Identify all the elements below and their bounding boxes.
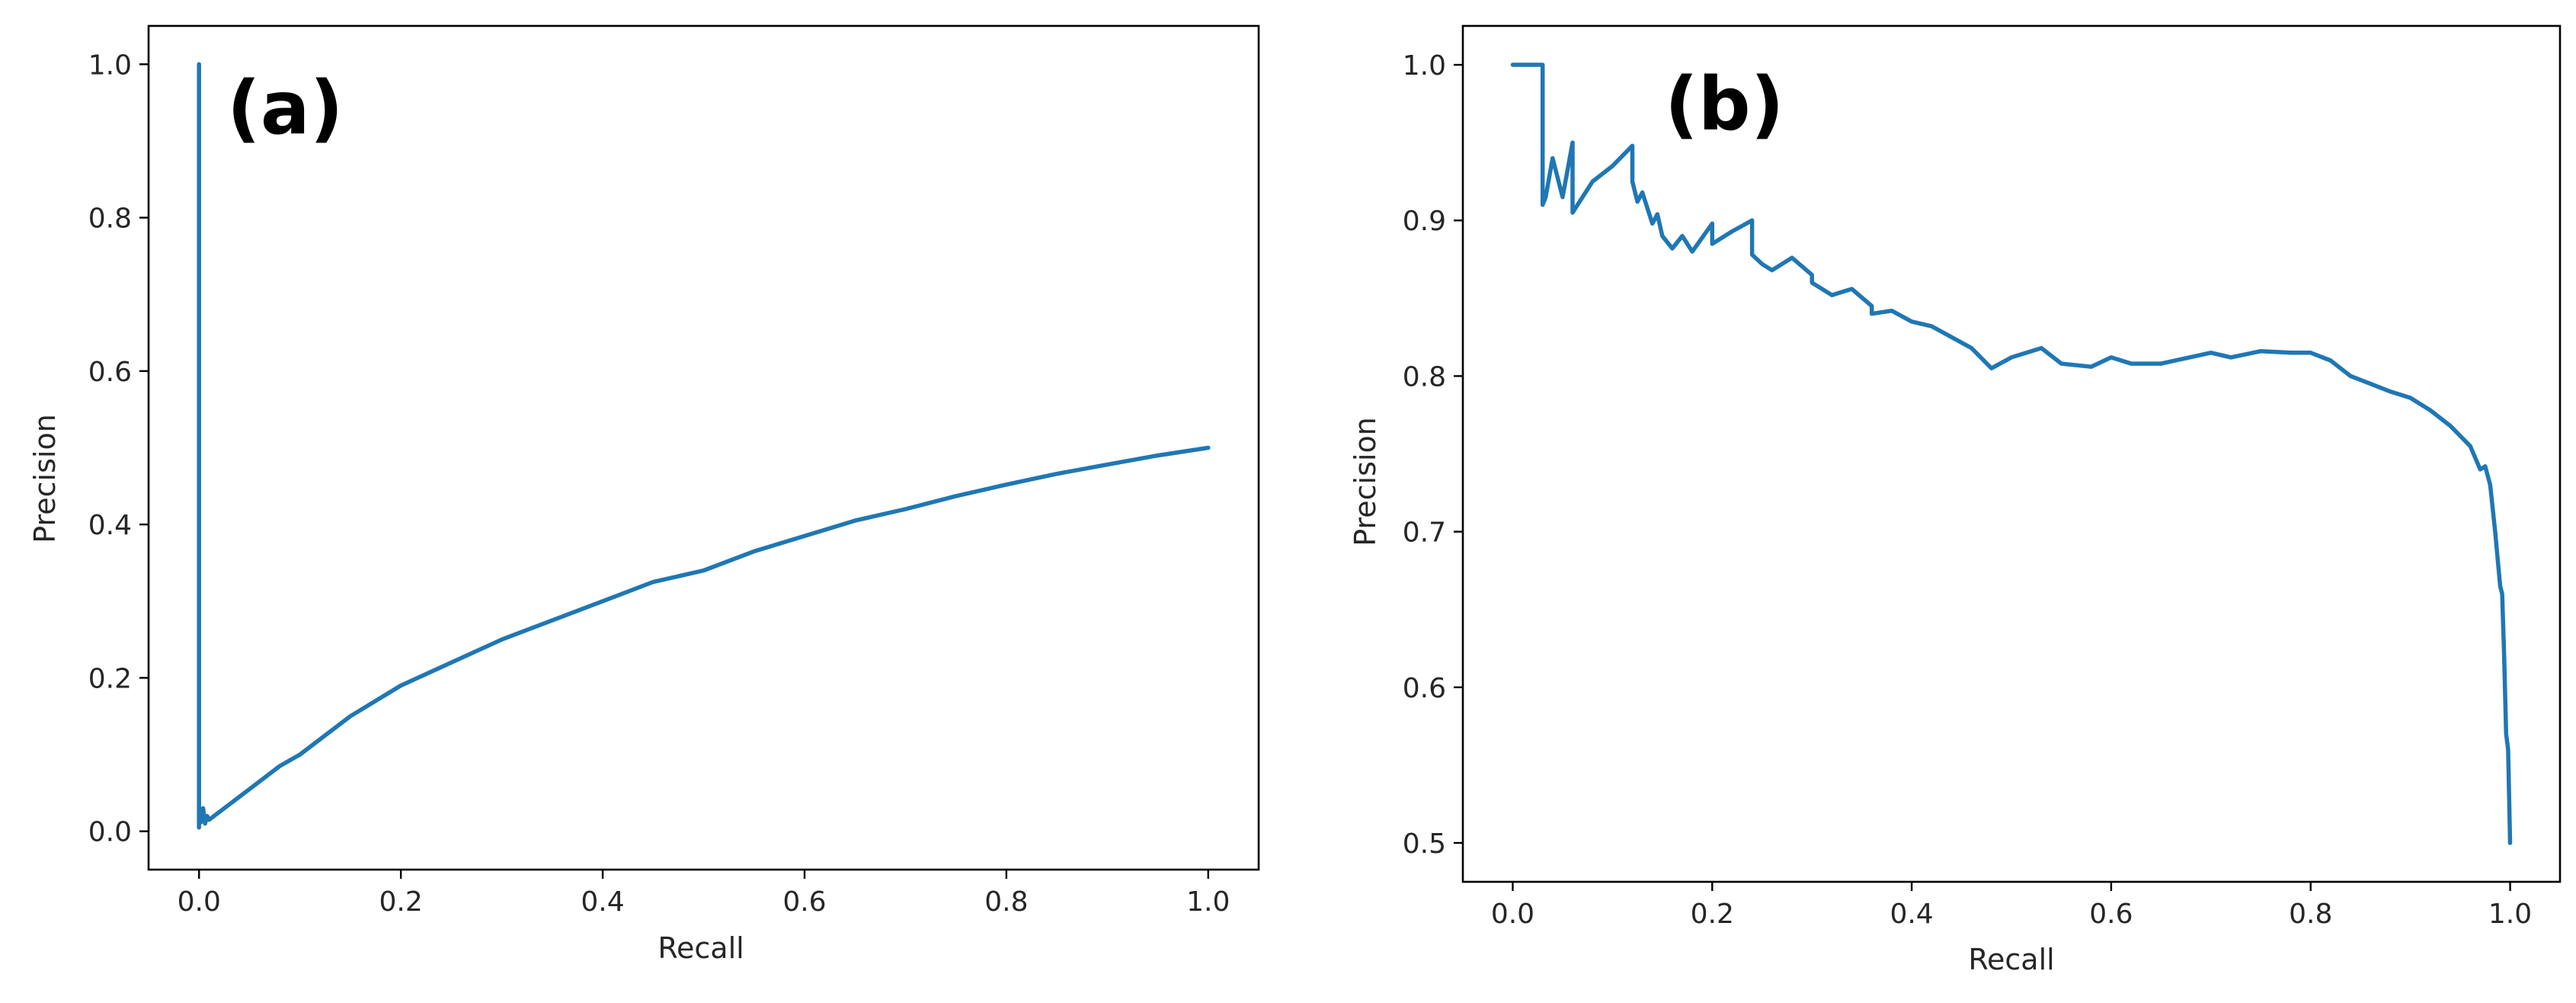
panel-b-x-tick-label-2: 0.4 bbox=[1890, 899, 1933, 930]
panel-a-x-axis-label: Recall bbox=[658, 931, 744, 965]
panel-a-y-axis-label: Precision bbox=[28, 414, 62, 543]
panel-b-x-tick-label-0: 0.0 bbox=[1491, 899, 1534, 930]
panel-a-y-tick-label-5: 1.0 bbox=[88, 50, 132, 81]
panel-b-label: (b) bbox=[1665, 62, 1784, 147]
panel-a-series-line-0 bbox=[197, 62, 1211, 830]
panel-a-chart: (a) Recall Precision 0.0 0.2 0.4 0.6 0.8 1.0 0… bbox=[28, 24, 1260, 965]
panel-b-x-axis-label: Recall bbox=[1968, 943, 2054, 976]
panel-a-x-tick-label-5: 1.0 bbox=[1186, 886, 1230, 918]
panel-a-label: (a) bbox=[227, 66, 344, 151]
panel-a-y-tick-label-0: 0.0 bbox=[88, 817, 132, 848]
panel-a-x-tick-label-2: 0.4 bbox=[581, 886, 624, 918]
panel-a-x-tick-label-1: 0.2 bbox=[379, 886, 423, 918]
panel-a-x-tick-label-3: 0.6 bbox=[782, 886, 826, 918]
panel-a-y-tick-label-1: 0.2 bbox=[88, 663, 132, 694]
panel-b-x-tick-label-4: 0.8 bbox=[2289, 899, 2332, 930]
panel-b-x-tick-label-1: 0.2 bbox=[1691, 899, 1734, 930]
panel-b-y-axis-label: Precision bbox=[1349, 417, 1382, 546]
panel-a-y-tick-label-2: 0.4 bbox=[88, 510, 132, 541]
panel-b-y-tick-label-0: 0.5 bbox=[1403, 828, 1446, 860]
panel-b-chart: (b) Recall Precision 0.0 0.2 0.4 0.6 0.8 1.0 0… bbox=[1349, 24, 2562, 976]
panel-a-x-tick-label-0: 0.0 bbox=[178, 886, 221, 918]
panel-a-y-tick-label-3: 0.6 bbox=[88, 357, 132, 388]
panel-b-y-tick-label-4: 0.9 bbox=[1403, 206, 1446, 237]
panel-b-axes-frame bbox=[1461, 24, 2562, 883]
panel-b-y-tick-label-5: 1.0 bbox=[1403, 50, 1446, 82]
panel-b-x-tick-label-3: 0.6 bbox=[2089, 899, 2133, 930]
panel-b-y-tick-label-2: 0.7 bbox=[1403, 518, 1446, 549]
panel-b-y-tick-label-1: 0.6 bbox=[1403, 673, 1446, 704]
panel-a-axes-frame bbox=[147, 24, 1260, 871]
panel-b-x-tick-label-5: 1.0 bbox=[2488, 899, 2532, 930]
panel-b-series-line-0 bbox=[1510, 62, 2513, 845]
panel-a-x-tick-label-4: 0.8 bbox=[984, 886, 1028, 918]
panel-b-y-tick-label-3: 0.8 bbox=[1403, 361, 1446, 393]
panel-a-y-tick-label-4: 0.8 bbox=[88, 203, 132, 235]
